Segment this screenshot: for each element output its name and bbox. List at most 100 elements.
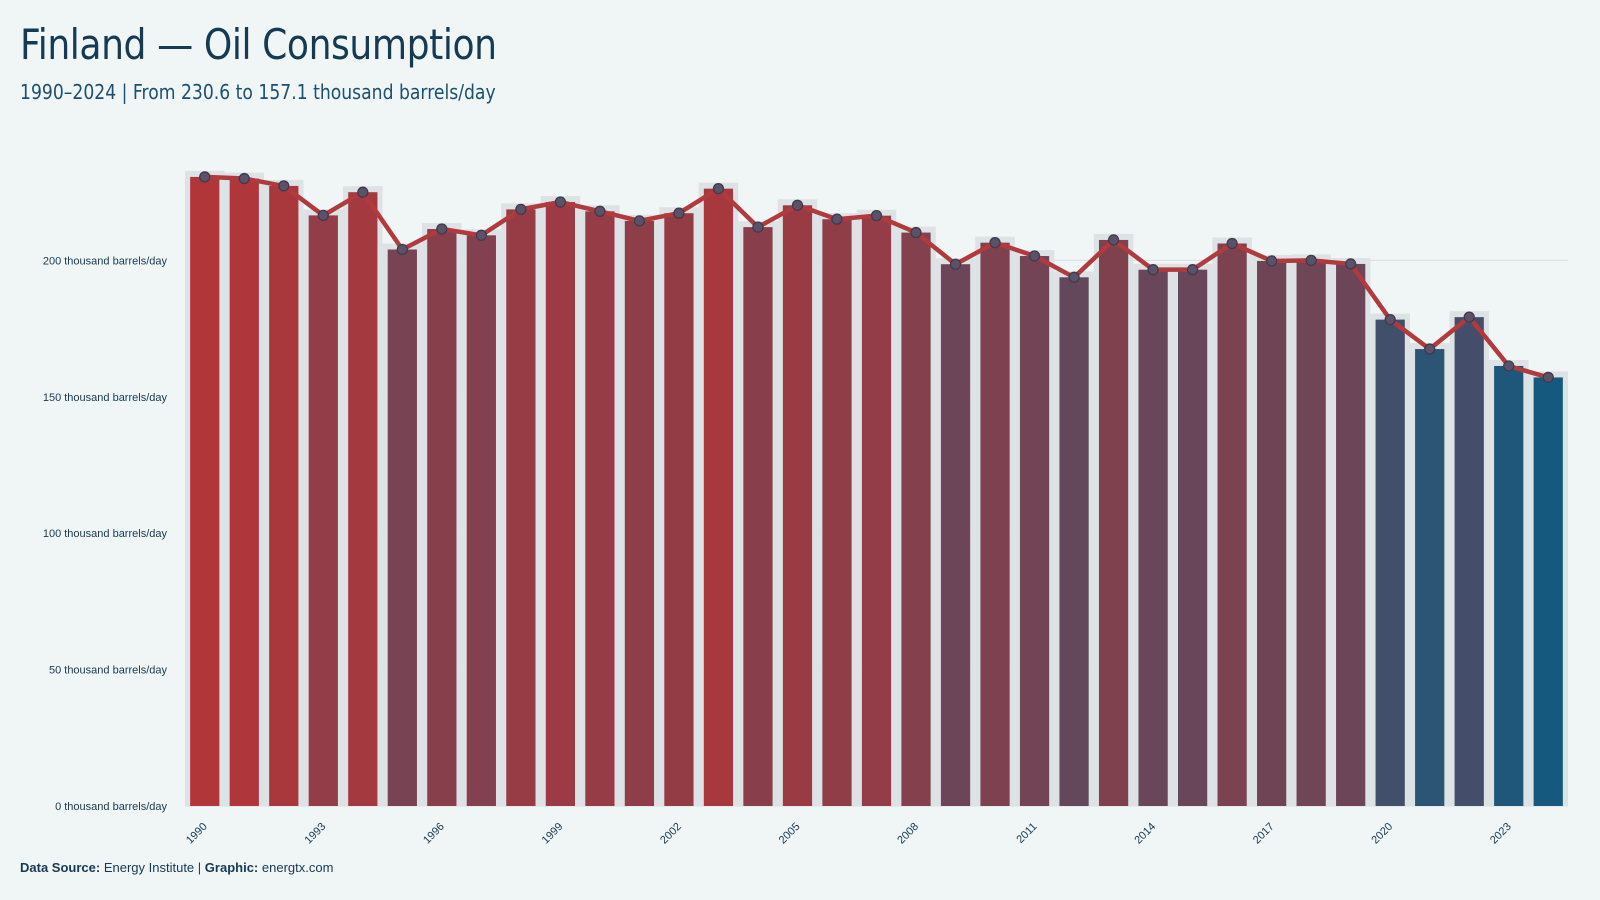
- x-tick-label: 2008: [895, 821, 921, 847]
- data-point: [396, 243, 408, 256]
- data-point: [1028, 250, 1041, 262]
- data-point: [752, 221, 764, 233]
- data-point: [791, 199, 804, 211]
- data-point: [949, 258, 962, 270]
- data-point: [475, 229, 488, 241]
- bar: [1336, 263, 1366, 806]
- bar: [1375, 319, 1405, 806]
- data-point: [1305, 254, 1317, 267]
- data-point: [1463, 311, 1475, 323]
- data-point: [594, 205, 606, 217]
- bar: [1217, 243, 1247, 807]
- bar: [624, 220, 655, 806]
- data-point: [1107, 234, 1120, 246]
- data-point: [1226, 237, 1238, 250]
- data-point: [1265, 255, 1278, 267]
- bar: [782, 205, 813, 806]
- bar: [901, 232, 931, 806]
- chart-title: Finland — Oil Consumption: [20, 20, 497, 69]
- x-axis-tick-labels: 1990 1993 1996 1999 2002 2005 2008 2011 2014 2017…: [184, 821, 1514, 847]
- bar: [229, 178, 259, 806]
- bar: [348, 192, 378, 806]
- data-point: [1068, 271, 1080, 283]
- bar: [387, 249, 417, 806]
- data-point: [515, 203, 527, 216]
- bar: [466, 235, 496, 807]
- bar: [1138, 269, 1168, 807]
- bar: [427, 229, 457, 806]
- bar: [940, 264, 971, 806]
- data-point: [1186, 264, 1199, 276]
- bar: [1296, 260, 1326, 806]
- bar: [1533, 377, 1563, 806]
- data-point: [199, 171, 211, 183]
- graphic-value: energtx.com: [261, 860, 334, 875]
- x-tick-label: 1999: [540, 821, 566, 847]
- data-point: [673, 207, 685, 219]
- chart-subtitle: 1990–2024 | From 230.6 to 157.1 thousand…: [20, 80, 496, 104]
- bar: [743, 227, 773, 806]
- data-point: [1147, 264, 1159, 276]
- data-point: [870, 210, 883, 222]
- bar: [1177, 269, 1208, 807]
- bar: [980, 242, 1010, 807]
- bars: [185, 170, 1568, 807]
- y-axis-tick-labels: 0 thousand barrels/day 50 thousand barrel…: [43, 255, 168, 813]
- x-tick-label: 2017: [1251, 821, 1277, 847]
- bar: [703, 188, 734, 807]
- graphic-label: Graphic:: [204, 860, 259, 875]
- data-point: [1542, 371, 1554, 384]
- source-value: Energy Institute: [103, 860, 195, 875]
- x-tick-label: 2014: [1132, 821, 1158, 847]
- bar: [506, 209, 536, 806]
- y-tick-label: 100 thousand barrels/day: [43, 528, 168, 540]
- bar: [664, 213, 694, 807]
- bar: [269, 185, 299, 806]
- bar: [861, 215, 892, 807]
- x-tick-label: 2020: [1369, 821, 1395, 847]
- bar: [545, 202, 576, 806]
- data-point: [554, 196, 567, 208]
- data-point: [633, 215, 646, 227]
- x-tick-label: 2011: [1014, 821, 1039, 846]
- x-tick-label: 2002: [658, 821, 684, 847]
- data-point: [436, 223, 448, 235]
- data-point: [910, 226, 922, 239]
- footer-credits: Data Source: Energy Institute | Graphic:…: [20, 860, 333, 875]
- bar: [1059, 277, 1089, 806]
- bar: [585, 211, 615, 806]
- data-point: [1503, 360, 1515, 372]
- bar: [822, 219, 852, 806]
- data-point: [712, 183, 725, 195]
- y-tick-label: 150 thousand barrels/day: [43, 392, 168, 404]
- y-tick-label: 50 thousand barrels/day: [49, 665, 168, 677]
- bar: [1454, 317, 1484, 806]
- data-point: [989, 237, 1001, 249]
- data-point: [1384, 313, 1396, 326]
- source-label: Data Source:: [20, 860, 101, 875]
- bar: [1494, 365, 1524, 806]
- line-markers: [199, 171, 1554, 384]
- x-tick-label: 1993: [303, 821, 329, 847]
- data-point: [1424, 343, 1436, 355]
- x-tick-label: 2005: [777, 821, 803, 847]
- bar: [1257, 260, 1287, 807]
- x-tick-label: 1990: [184, 821, 210, 847]
- bar: [1098, 239, 1129, 806]
- data-point: [831, 213, 843, 225]
- bar: [1019, 256, 1050, 807]
- data-point: [238, 172, 250, 185]
- data-point: [1345, 258, 1357, 270]
- data-point: [278, 180, 290, 192]
- y-tick-label: 200 thousand barrels/day: [43, 255, 168, 267]
- footer-separator: |: [197, 860, 202, 875]
- bar: [308, 215, 338, 806]
- x-tick-label: 2023: [1488, 821, 1514, 847]
- bar: [1415, 349, 1445, 806]
- data-point: [317, 209, 329, 222]
- x-tick-label: 1996: [421, 821, 447, 847]
- data-point: [357, 186, 369, 198]
- bar: [190, 176, 220, 806]
- y-tick-label: 0 thousand barrels/day: [55, 801, 167, 813]
